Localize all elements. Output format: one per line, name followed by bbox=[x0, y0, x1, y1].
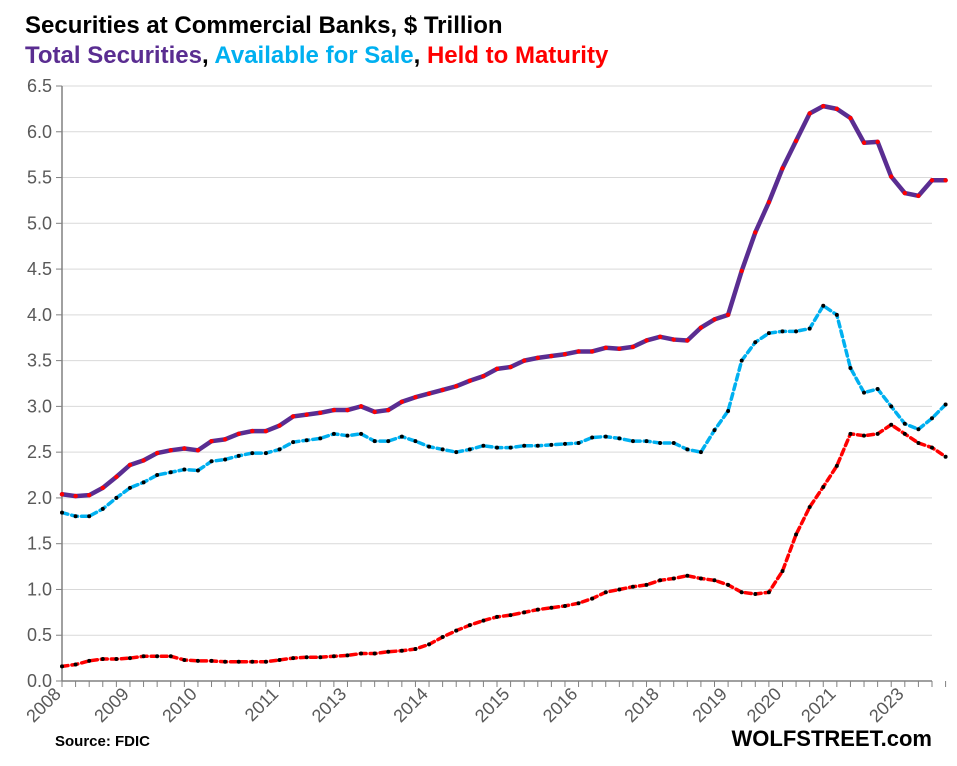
x-tick-label: 2010 bbox=[158, 684, 200, 726]
y-tick-label: 5.0 bbox=[27, 213, 52, 233]
brand-label: WOLFSTREET.com bbox=[732, 726, 932, 752]
plot-area: 0.00.51.01.52.02.53.03.54.04.55.05.56.06… bbox=[0, 0, 957, 766]
x-tick-label: 2011 bbox=[241, 684, 283, 726]
x-tick-label: 2023 bbox=[865, 684, 907, 726]
y-tick-label: 3.5 bbox=[27, 351, 52, 371]
y-tick-label: 2.0 bbox=[27, 488, 52, 508]
x-tick-label: 2020 bbox=[743, 684, 785, 726]
x-tick-label: 2013 bbox=[308, 684, 350, 726]
y-tick-label: 4.0 bbox=[27, 305, 52, 325]
x-tick-label: 2009 bbox=[90, 684, 132, 726]
chart-container: Securities at Commercial Banks, $ Trilli… bbox=[0, 0, 957, 766]
series-held_to_maturity bbox=[62, 425, 946, 667]
x-tick-label: 2016 bbox=[539, 684, 581, 726]
x-tick-label: 2015 bbox=[471, 684, 513, 726]
series-total_securities bbox=[62, 106, 946, 496]
y-tick-label: 2.5 bbox=[27, 442, 52, 462]
x-tick-label: 2018 bbox=[620, 684, 662, 726]
x-tick-label: 2019 bbox=[688, 684, 730, 726]
y-tick-label: 6.5 bbox=[27, 76, 52, 96]
y-tick-label: 0.5 bbox=[27, 625, 52, 645]
source-label: Source: FDIC bbox=[55, 733, 150, 750]
x-tick-label: 2021 bbox=[797, 684, 839, 726]
y-tick-label: 6.0 bbox=[27, 122, 52, 142]
y-tick-label: 5.5 bbox=[27, 168, 52, 188]
series-available_for_sale bbox=[62, 306, 946, 517]
y-tick-label: 4.5 bbox=[27, 259, 52, 279]
y-tick-label: 3.0 bbox=[27, 396, 52, 416]
y-tick-label: 1.0 bbox=[27, 579, 52, 599]
x-tick-label: 2014 bbox=[389, 684, 431, 726]
y-tick-label: 1.5 bbox=[27, 534, 52, 554]
